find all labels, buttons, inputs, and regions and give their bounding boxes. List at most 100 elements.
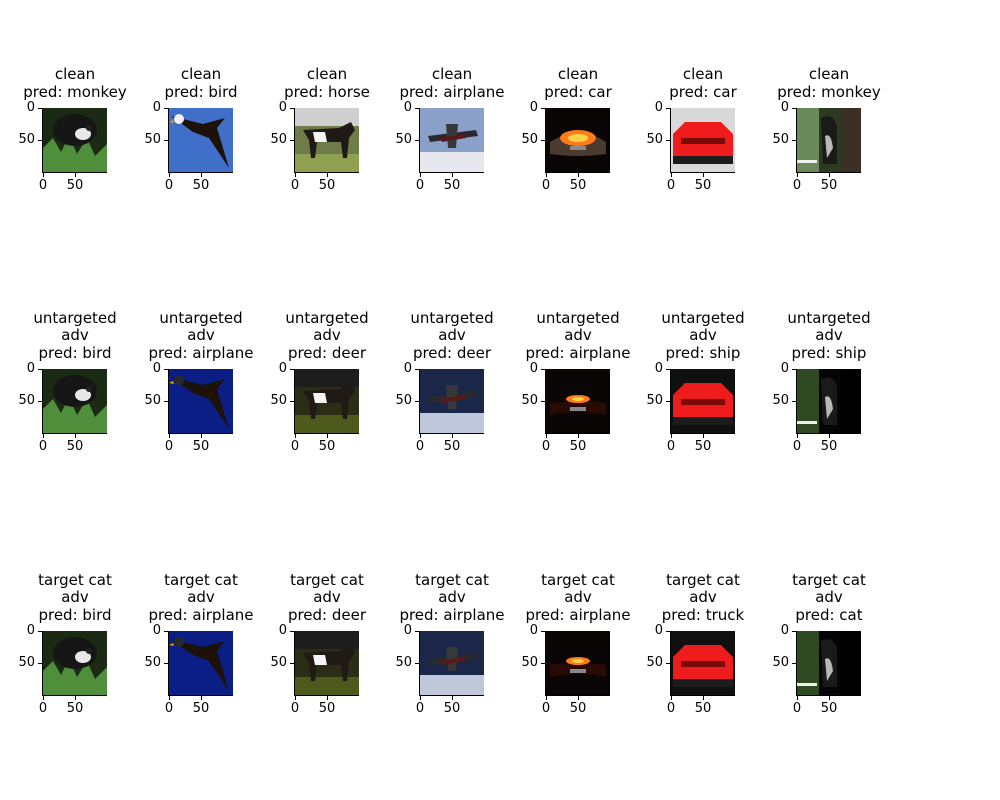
image-panel: 0 50 0 50 xyxy=(18,362,107,454)
panel-title: untargeted adv pred: airplane xyxy=(121,309,281,363)
x-tick-label: 0 xyxy=(541,439,551,454)
y-tick xyxy=(38,108,42,109)
panel-title: clean pred: airplane xyxy=(372,65,532,101)
condition-label: adv xyxy=(61,326,89,344)
y-tick-label: 50 xyxy=(395,655,412,670)
y-tick xyxy=(415,401,419,402)
image-panel: 0 50 0 50 xyxy=(270,624,359,716)
sample-image xyxy=(546,631,610,695)
y-tick xyxy=(290,401,294,402)
y-tick-label: 0 xyxy=(780,623,789,638)
y-tick-label: 0 xyxy=(529,100,538,115)
x-axis-line xyxy=(796,172,861,173)
y-tick-label: 0 xyxy=(403,100,412,115)
sample-image xyxy=(420,369,484,433)
y-tick-label: 50 xyxy=(395,393,412,408)
sample-image xyxy=(295,369,359,433)
x-tick xyxy=(578,173,579,177)
sample-image xyxy=(295,631,359,695)
x-axis-line xyxy=(670,433,735,434)
x-tick xyxy=(201,696,202,700)
y-tick xyxy=(541,108,545,109)
x-tick-label: 0 xyxy=(164,439,174,454)
panel-title: untargeted adv pred: airplane xyxy=(498,309,658,363)
condition-label: clean xyxy=(180,65,222,83)
prediction-label: pred: bird xyxy=(164,82,238,101)
x-tick-label: 50 xyxy=(694,701,712,716)
y-axis-line xyxy=(168,108,169,172)
x-axis-line xyxy=(294,433,359,434)
y-tick xyxy=(290,108,294,109)
y-tick xyxy=(792,401,796,402)
condition-label: target cat xyxy=(164,570,238,589)
x-tick xyxy=(546,696,547,700)
x-axis-line xyxy=(796,433,861,434)
y-tick-label: 50 xyxy=(18,393,35,408)
x-tick xyxy=(829,696,830,700)
image-panel: 0 50 0 50 xyxy=(646,624,735,716)
x-tick-label: 0 xyxy=(415,701,425,716)
x-tick xyxy=(452,434,453,438)
sample-image xyxy=(169,108,233,172)
condition-label: adv xyxy=(313,326,341,344)
x-tick-label: 50 xyxy=(192,701,210,716)
x-tick xyxy=(829,173,830,177)
x-tick-label: 0 xyxy=(792,439,802,454)
x-tick xyxy=(671,173,672,177)
x-tick xyxy=(201,434,202,438)
panel-title: target cat adv pred: truck xyxy=(623,571,783,625)
x-tick-label: 50 xyxy=(192,439,210,454)
x-tick xyxy=(43,696,44,700)
y-tick xyxy=(415,140,419,141)
y-axis-line xyxy=(294,108,295,172)
y-tick-label: 0 xyxy=(278,361,287,376)
y-axis-line xyxy=(545,631,546,695)
y-tick-label: 0 xyxy=(152,361,161,376)
x-tick xyxy=(703,434,704,438)
panel-title: target cat adv pred: airplane xyxy=(121,570,281,625)
y-tick xyxy=(541,663,545,664)
x-tick-label: 50 xyxy=(66,439,84,454)
condition-label: adv xyxy=(61,588,89,606)
sample-image xyxy=(169,631,233,695)
x-tick-label: 50 xyxy=(318,178,336,193)
y-axis-line xyxy=(419,631,420,695)
y-tick xyxy=(164,369,168,370)
x-tick xyxy=(169,434,170,438)
y-tick xyxy=(38,369,42,370)
condition-label: adv xyxy=(438,326,466,344)
prediction-label: pred: airplane xyxy=(525,343,631,362)
y-tick-label: 0 xyxy=(26,623,35,638)
y-tick xyxy=(666,663,670,664)
y-tick-label: 50 xyxy=(270,655,287,670)
y-tick-label: 50 xyxy=(646,132,663,147)
y-tick-label: 50 xyxy=(395,132,412,147)
x-axis-line xyxy=(545,695,610,696)
condition-label: adv xyxy=(187,326,215,344)
sample-image xyxy=(797,369,861,433)
panel-title: clean pred: horse xyxy=(247,65,407,101)
panel-title: target cat adv pred: deer xyxy=(247,571,407,625)
x-tick-label: 0 xyxy=(792,701,802,716)
x-tick-label: 0 xyxy=(38,701,48,716)
y-axis-line xyxy=(294,369,295,433)
panel-title: target cat adv pred: bird xyxy=(0,571,155,625)
x-tick xyxy=(43,434,44,438)
y-axis-line xyxy=(796,108,797,172)
y-tick-label: 50 xyxy=(270,132,287,147)
sample-image xyxy=(420,108,484,172)
sample-image xyxy=(43,369,107,433)
y-tick xyxy=(415,631,419,632)
y-tick xyxy=(792,140,796,141)
y-tick-label: 0 xyxy=(529,623,538,638)
y-tick xyxy=(415,108,419,109)
y-tick xyxy=(164,108,168,109)
image-panel: 0 50 0 50 xyxy=(772,624,861,716)
y-tick-label: 50 xyxy=(772,655,789,670)
y-axis-line xyxy=(545,369,546,433)
y-axis-line xyxy=(294,631,295,695)
y-tick xyxy=(290,631,294,632)
y-tick xyxy=(792,663,796,664)
x-tick-label: 0 xyxy=(541,701,551,716)
prediction-label: pred: airplane xyxy=(399,605,505,624)
